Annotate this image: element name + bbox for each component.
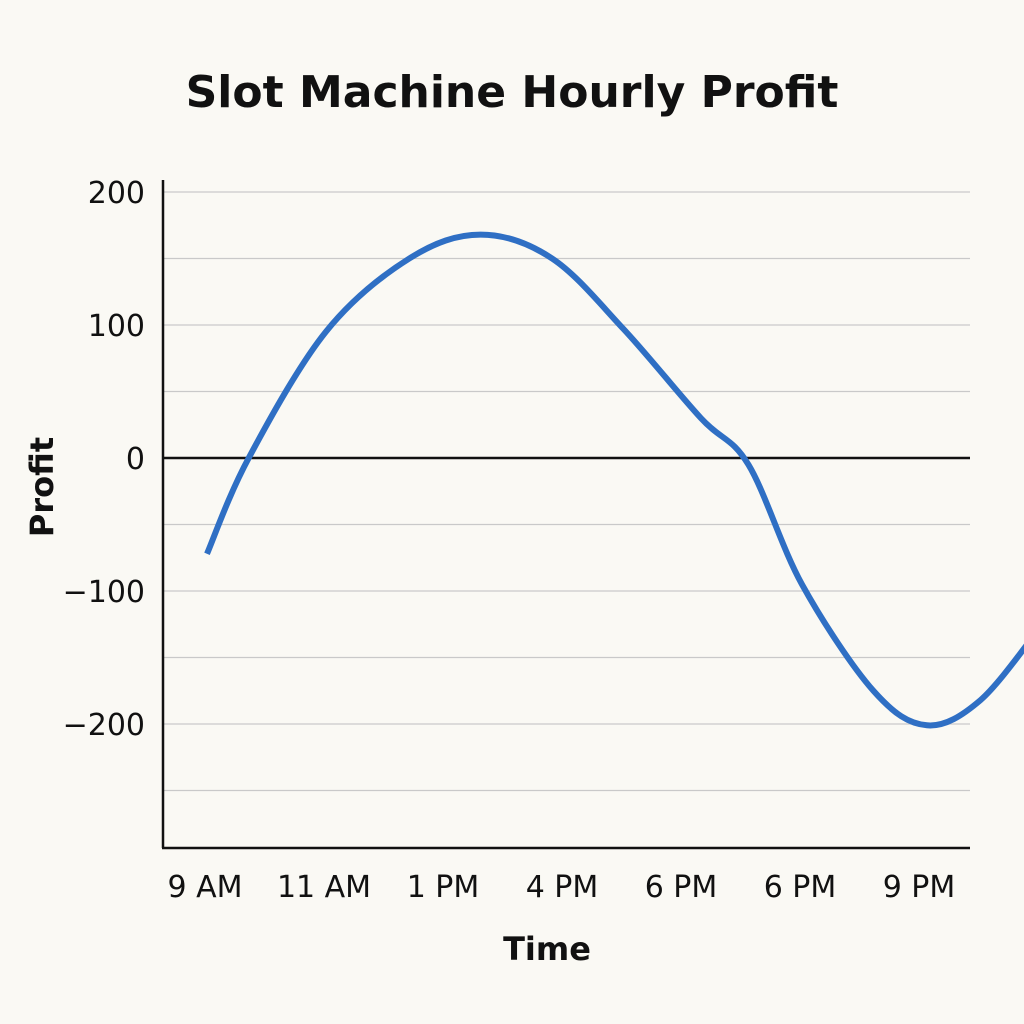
- y-tick-label: 200: [88, 176, 145, 211]
- chart-title: Slot Machine Hourly Profit: [186, 67, 839, 118]
- series-lines: [204, 231, 1024, 729]
- y-tick-labels: 200 100 0 −100 −200: [63, 176, 145, 743]
- y-tick-label: −100: [63, 575, 145, 610]
- y-tick-label: 100: [88, 309, 145, 344]
- gridlines: [163, 191, 970, 792]
- x-tick-label: 4 PM: [526, 870, 599, 905]
- y-axis-label: Profit: [23, 437, 61, 537]
- x-tick-label: 6 PM: [645, 870, 718, 905]
- y-tick-label: 0: [126, 442, 145, 477]
- x-tick-label: 9 AM: [167, 870, 242, 905]
- y-tick-label: −200: [63, 708, 145, 743]
- x-axis-label: Time: [503, 930, 591, 968]
- x-tick-label: 11 AM: [277, 870, 371, 905]
- x-tick-label: 6 PM: [764, 870, 837, 905]
- x-tick-label: 1 PM: [407, 870, 480, 905]
- x-tick-label: 9 PM: [883, 870, 956, 905]
- x-tick-labels: 9 AM 11 AM 1 PM 4 PM 6 PM 6 PM 9 PM: [167, 870, 955, 905]
- profit-series-line: [204, 231, 1024, 729]
